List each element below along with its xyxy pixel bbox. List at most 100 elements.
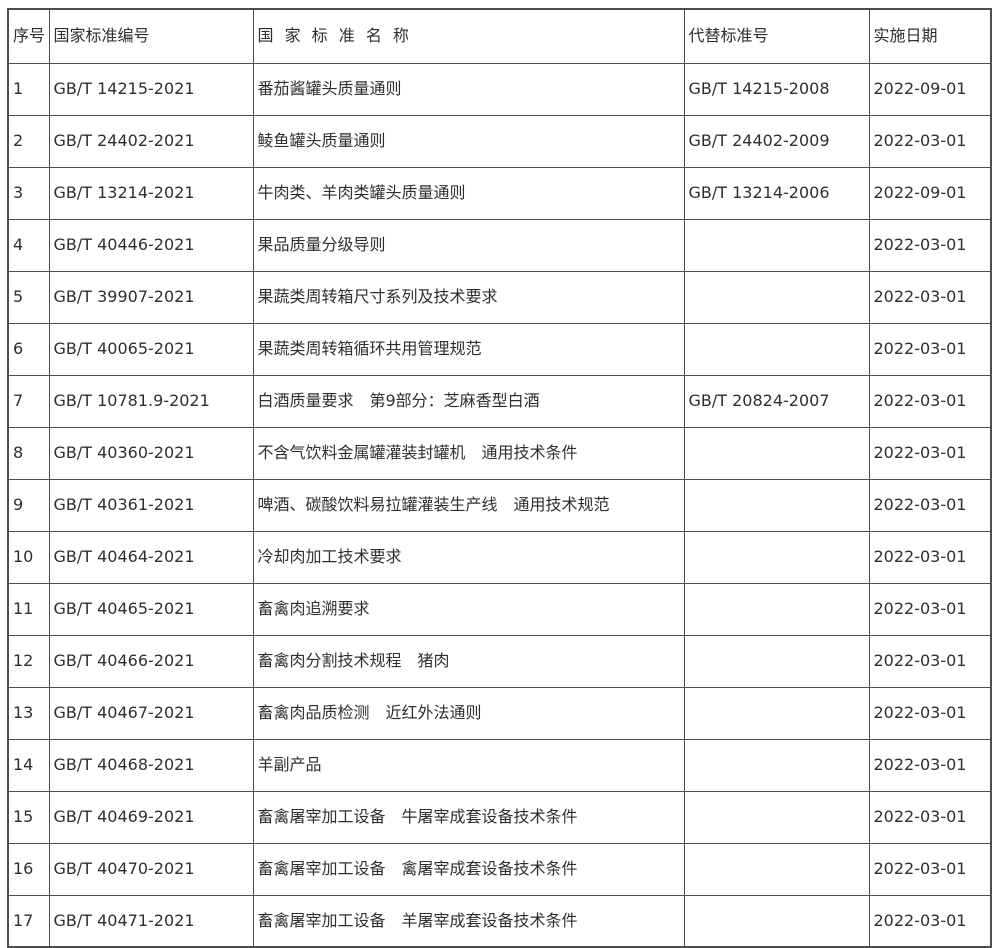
cell-name: 果品质量分级导则	[252, 218, 685, 272]
cell-name: 畜禽屠宰加工设备 禽屠宰成套设备技术条件	[252, 842, 685, 896]
cell-date: 2022-03-01	[868, 738, 992, 792]
table-row: 9 GB/T 40361-2021 啤酒、碳酸饮料易拉罐灌装生产线 通用技术规范…	[7, 478, 992, 532]
column-header-code: 国家标准编号	[48, 8, 254, 64]
cell-code: GB/T 40465-2021	[48, 582, 254, 636]
cell-date: 2022-03-01	[868, 634, 992, 688]
cell-name: 牛肉类、羊肉类罐头质量通则	[252, 166, 685, 220]
cell-date: 2022-03-01	[868, 842, 992, 896]
cell-code: GB/T 39907-2021	[48, 270, 254, 324]
cell-replaces	[683, 686, 870, 740]
cell-no: 12	[7, 634, 50, 688]
cell-code: GB/T 40470-2021	[48, 842, 254, 896]
cell-name: 白酒质量要求 第9部分：芝麻香型白酒	[252, 374, 685, 428]
cell-name: 畜禽肉分割技术规程 猪肉	[252, 634, 685, 688]
cell-code: GB/T 40446-2021	[48, 218, 254, 272]
table-row: 10 GB/T 40464-2021 冷却肉加工技术要求 2022-03-01	[7, 530, 992, 584]
table-row: 15 GB/T 40469-2021 畜禽屠宰加工设备 牛屠宰成套设备技术条件 …	[7, 790, 992, 844]
column-header-no: 序号	[7, 8, 50, 64]
cell-name: 畜禽肉品质检测 近红外法通则	[252, 686, 685, 740]
cell-name: 羊副产品	[252, 738, 685, 792]
cell-name: 畜禽肉追溯要求	[252, 582, 685, 636]
cell-code: GB/T 13214-2021	[48, 166, 254, 220]
cell-code: GB/T 14215-2021	[48, 62, 254, 116]
table-row: 7 GB/T 10781.9-2021 白酒质量要求 第9部分：芝麻香型白酒 G…	[7, 374, 992, 428]
table-row: 12 GB/T 40466-2021 畜禽肉分割技术规程 猪肉 2022-03-…	[7, 634, 992, 688]
cell-replaces	[683, 218, 870, 272]
cell-no: 7	[7, 374, 50, 428]
cell-replaces: GB/T 24402-2009	[683, 114, 870, 168]
cell-code: GB/T 40467-2021	[48, 686, 254, 740]
cell-name: 啤酒、碳酸饮料易拉罐灌装生产线 通用技术规范	[252, 478, 685, 532]
cell-replaces	[683, 842, 870, 896]
cell-date: 2022-03-01	[868, 894, 992, 948]
cell-date: 2022-03-01	[868, 530, 992, 584]
cell-name: 果蔬类周转箱尺寸系列及技术要求	[252, 270, 685, 324]
cell-name: 畜禽屠宰加工设备 羊屠宰成套设备技术条件	[252, 894, 685, 948]
cell-date: 2022-03-01	[868, 426, 992, 480]
cell-code: GB/T 40466-2021	[48, 634, 254, 688]
cell-code: GB/T 24402-2021	[48, 114, 254, 168]
cell-date: 2022-03-01	[868, 114, 992, 168]
header-row: 序号 国家标准编号 国 家 标 准 名 称 代替标准号 实施日期	[7, 8, 992, 64]
cell-no: 13	[7, 686, 50, 740]
cell-name: 畜禽屠宰加工设备 牛屠宰成套设备技术条件	[252, 790, 685, 844]
table-row: 14 GB/T 40468-2021 羊副产品 2022-03-01	[7, 738, 992, 792]
cell-name: 番茄酱罐头质量通则	[252, 62, 685, 116]
cell-name: 鲮鱼罐头质量通则	[252, 114, 685, 168]
table-row: 5 GB/T 39907-2021 果蔬类周转箱尺寸系列及技术要求 2022-0…	[7, 270, 992, 324]
cell-code: GB/T 40471-2021	[48, 894, 254, 948]
cell-code: GB/T 40065-2021	[48, 322, 254, 376]
cell-replaces	[683, 322, 870, 376]
cell-date: 2022-03-01	[868, 686, 992, 740]
cell-replaces: GB/T 13214-2006	[683, 166, 870, 220]
cell-replaces	[683, 582, 870, 636]
cell-code: GB/T 40360-2021	[48, 426, 254, 480]
cell-replaces	[683, 634, 870, 688]
cell-replaces	[683, 270, 870, 324]
standards-table-body: 1 GB/T 14215-2021 番茄酱罐头质量通则 GB/T 14215-2…	[7, 62, 992, 948]
cell-no: 16	[7, 842, 50, 896]
table-row: 13 GB/T 40467-2021 畜禽肉品质检测 近红外法通则 2022-0…	[7, 686, 992, 740]
cell-date: 2022-03-01	[868, 582, 992, 636]
cell-date: 2022-03-01	[868, 270, 992, 324]
cell-no: 9	[7, 478, 50, 532]
cell-replaces	[683, 478, 870, 532]
cell-no: 1	[7, 62, 50, 116]
cell-date: 2022-03-01	[868, 374, 992, 428]
cell-no: 6	[7, 322, 50, 376]
cell-no: 4	[7, 218, 50, 272]
column-header-name: 国 家 标 准 名 称	[252, 8, 685, 64]
column-header-replaces: 代替标准号	[683, 8, 870, 64]
cell-replaces	[683, 894, 870, 948]
cell-code: GB/T 10781.9-2021	[48, 374, 254, 428]
cell-no: 15	[7, 790, 50, 844]
table-row: 1 GB/T 14215-2021 番茄酱罐头质量通则 GB/T 14215-2…	[7, 62, 992, 116]
table-row: 17 GB/T 40471-2021 畜禽屠宰加工设备 羊屠宰成套设备技术条件 …	[7, 894, 992, 948]
cell-date: 2022-03-01	[868, 790, 992, 844]
table-row: 4 GB/T 40446-2021 果品质量分级导则 2022-03-01	[7, 218, 992, 272]
column-header-date: 实施日期	[868, 8, 992, 64]
table-row: 8 GB/T 40360-2021 不含气饮料金属罐灌装封罐机 通用技术条件 2…	[7, 426, 992, 480]
cell-no: 10	[7, 530, 50, 584]
cell-replaces: GB/T 20824-2007	[683, 374, 870, 428]
cell-date: 2022-03-01	[868, 218, 992, 272]
standards-table-header: 序号 国家标准编号 国 家 标 准 名 称 代替标准号 实施日期	[7, 8, 992, 64]
table-row: 3 GB/T 13214-2021 牛肉类、羊肉类罐头质量通则 GB/T 132…	[7, 166, 992, 220]
cell-date: 2022-09-01	[868, 62, 992, 116]
cell-replaces	[683, 530, 870, 584]
cell-no: 14	[7, 738, 50, 792]
cell-no: 2	[7, 114, 50, 168]
cell-replaces	[683, 426, 870, 480]
cell-no: 3	[7, 166, 50, 220]
cell-date: 2022-03-01	[868, 478, 992, 532]
table-row: 16 GB/T 40470-2021 畜禽屠宰加工设备 禽屠宰成套设备技术条件 …	[7, 842, 992, 896]
table-row: 11 GB/T 40465-2021 畜禽肉追溯要求 2022-03-01	[7, 582, 992, 636]
cell-replaces	[683, 738, 870, 792]
cell-date: 2022-09-01	[868, 166, 992, 220]
cell-code: GB/T 40469-2021	[48, 790, 254, 844]
cell-replaces: GB/T 14215-2008	[683, 62, 870, 116]
table-row: 2 GB/T 24402-2021 鲮鱼罐头质量通则 GB/T 24402-20…	[7, 114, 992, 168]
cell-no: 17	[7, 894, 50, 948]
cell-replaces	[683, 790, 870, 844]
